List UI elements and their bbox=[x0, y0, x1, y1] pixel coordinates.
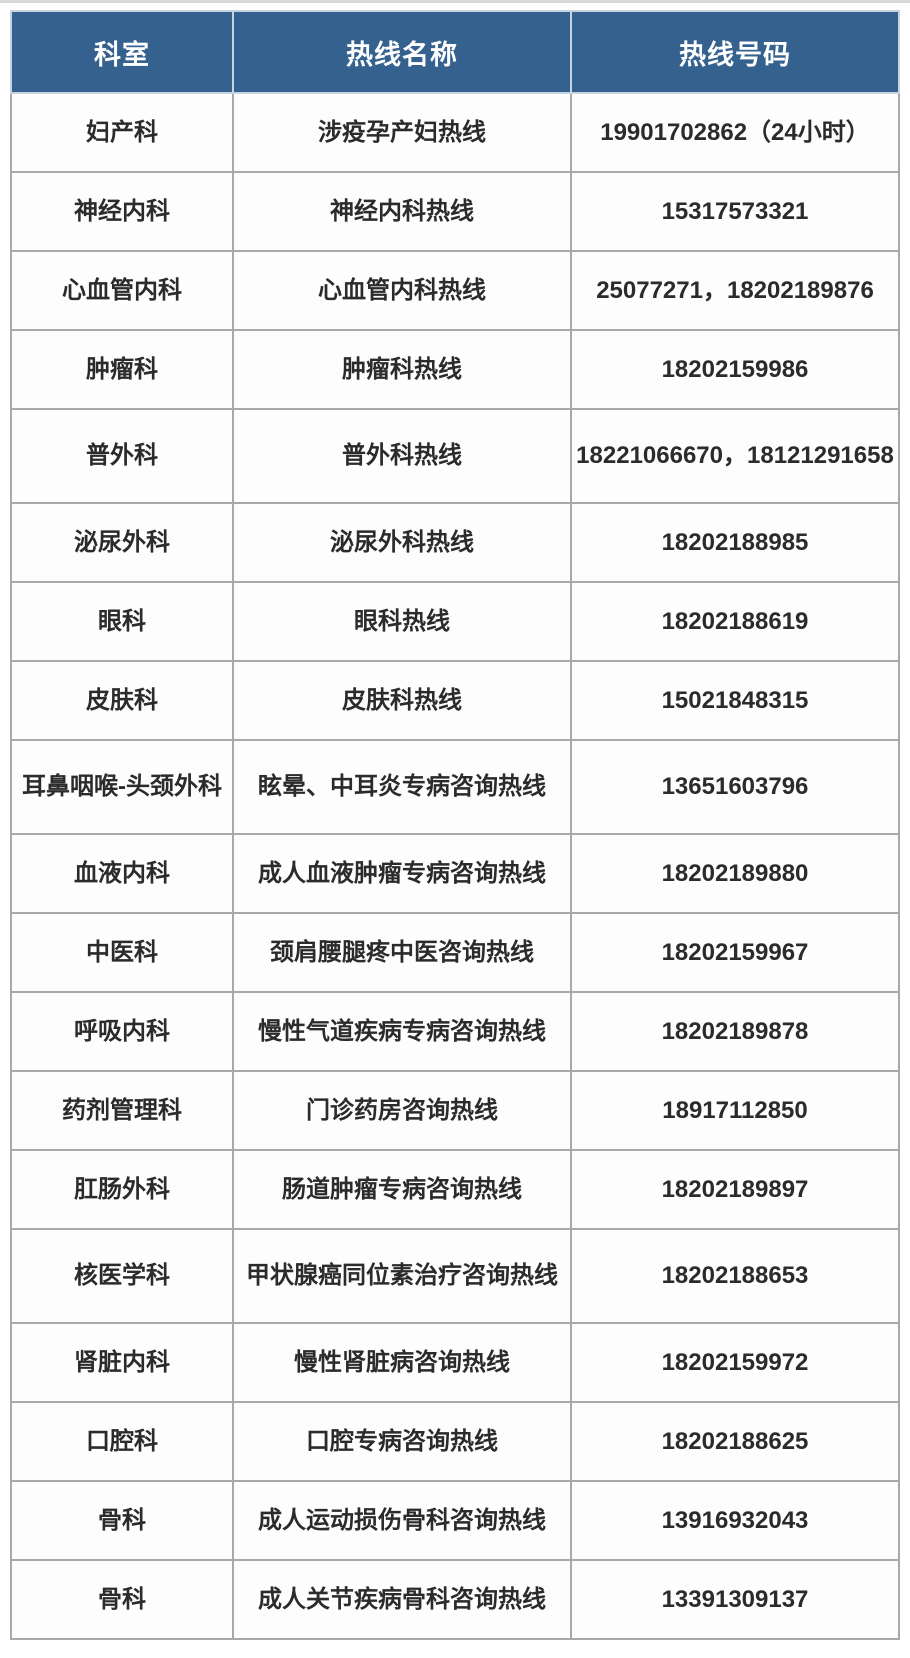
hotline-number-cell: 18221066670，18121291658 bbox=[570, 408, 900, 504]
table-row: 血液内科 成人血液肿瘤专病咨询热线 18202189880 bbox=[10, 833, 900, 914]
department-cell: 中医科 bbox=[10, 912, 234, 993]
header-row: 科室 热线名称 热线号码 bbox=[10, 10, 900, 94]
table-row: 普外科 普外科热线 18221066670，18121291658 bbox=[10, 408, 900, 504]
hotline-table: 科室 热线名称 热线号码 妇产科 涉疫孕产妇热线 19901702862（24小… bbox=[10, 10, 900, 1640]
department-cell: 皮肤科 bbox=[10, 660, 234, 741]
hotline-name-cell: 成人关节疾病骨科咨询热线 bbox=[232, 1559, 572, 1640]
department-cell: 骨科 bbox=[10, 1559, 234, 1640]
table-row: 心血管内科 心血管内科热线 25077271，18202189876 bbox=[10, 250, 900, 331]
hotline-number-cell: 18202189878 bbox=[570, 991, 900, 1072]
table-row: 泌尿外科 泌尿外科热线 18202188985 bbox=[10, 502, 900, 583]
page-top-divider bbox=[0, 0, 910, 3]
hotline-number-cell: 13916932043 bbox=[570, 1480, 900, 1561]
column-header-department: 科室 bbox=[10, 10, 234, 94]
hotline-name-cell: 成人运动损伤骨科咨询热线 bbox=[232, 1480, 572, 1561]
hotline-name-cell: 门诊药房咨询热线 bbox=[232, 1070, 572, 1151]
hotline-name-cell: 眩晕、中耳炎专病咨询热线 bbox=[232, 739, 572, 835]
hotline-number-cell: 18202188625 bbox=[570, 1401, 900, 1482]
hotline-number-cell: 18202159972 bbox=[570, 1322, 900, 1403]
department-cell: 肛肠外科 bbox=[10, 1149, 234, 1230]
hotline-name-cell: 甲状腺癌同位素治疗咨询热线 bbox=[232, 1228, 572, 1324]
hotline-number-cell: 19901702862（24小时） bbox=[570, 92, 900, 173]
table-row: 骨科 成人运动损伤骨科咨询热线 13916932043 bbox=[10, 1480, 900, 1561]
department-cell: 泌尿外科 bbox=[10, 502, 234, 583]
department-cell: 核医学科 bbox=[10, 1228, 234, 1324]
hotline-number-cell: 18202188985 bbox=[570, 502, 900, 583]
table-row: 肾脏内科 慢性肾脏病咨询热线 18202159972 bbox=[10, 1322, 900, 1403]
hotline-number-cell: 18202189897 bbox=[570, 1149, 900, 1230]
table-row: 中医科 颈肩腰腿疼中医咨询热线 18202159967 bbox=[10, 912, 900, 993]
column-header-hotline-name: 热线名称 bbox=[232, 10, 572, 94]
hotline-number-cell: 18917112850 bbox=[570, 1070, 900, 1151]
department-cell: 眼科 bbox=[10, 581, 234, 662]
hotline-number-cell: 13651603796 bbox=[570, 739, 900, 835]
department-cell: 呼吸内科 bbox=[10, 991, 234, 1072]
hotline-number-cell: 25077271，18202189876 bbox=[570, 250, 900, 331]
department-cell: 神经内科 bbox=[10, 171, 234, 252]
table-row: 核医学科 甲状腺癌同位素治疗咨询热线 18202188653 bbox=[10, 1228, 900, 1324]
table-row: 神经内科 神经内科热线 15317573321 bbox=[10, 171, 900, 252]
table-row: 妇产科 涉疫孕产妇热线 19901702862（24小时） bbox=[10, 92, 900, 173]
hotline-number-cell: 18202159967 bbox=[570, 912, 900, 993]
hotline-name-cell: 眼科热线 bbox=[232, 581, 572, 662]
department-cell: 妇产科 bbox=[10, 92, 234, 173]
hotline-name-cell: 皮肤科热线 bbox=[232, 660, 572, 741]
table-row: 药剂管理科 门诊药房咨询热线 18917112850 bbox=[10, 1070, 900, 1151]
table-row: 肛肠外科 肠道肿瘤专病咨询热线 18202189897 bbox=[10, 1149, 900, 1230]
hotline-name-cell: 慢性气道疾病专病咨询热线 bbox=[232, 991, 572, 1072]
hotline-name-cell: 泌尿外科热线 bbox=[232, 502, 572, 583]
department-cell: 骨科 bbox=[10, 1480, 234, 1561]
hotline-number-cell: 15317573321 bbox=[570, 171, 900, 252]
hotline-number-cell: 15021848315 bbox=[570, 660, 900, 741]
department-cell: 肿瘤科 bbox=[10, 329, 234, 410]
hotline-name-cell: 慢性肾脏病咨询热线 bbox=[232, 1322, 572, 1403]
hotline-name-cell: 成人血液肿瘤专病咨询热线 bbox=[232, 833, 572, 914]
hotline-name-cell: 心血管内科热线 bbox=[232, 250, 572, 331]
hotline-table-container: 科室 热线名称 热线号码 妇产科 涉疫孕产妇热线 19901702862（24小… bbox=[0, 3, 910, 1658]
table-row: 口腔科 口腔专病咨询热线 18202188625 bbox=[10, 1401, 900, 1482]
department-cell: 普外科 bbox=[10, 408, 234, 504]
table-row: 骨科 成人关节疾病骨科咨询热线 13391309137 bbox=[10, 1559, 900, 1640]
hotline-name-cell: 肠道肿瘤专病咨询热线 bbox=[232, 1149, 572, 1230]
department-cell: 耳鼻咽喉-头颈外科 bbox=[10, 739, 234, 835]
hotline-number-cell: 18202188653 bbox=[570, 1228, 900, 1324]
hotline-number-cell: 18202188619 bbox=[570, 581, 900, 662]
column-header-hotline-number: 热线号码 bbox=[570, 10, 900, 94]
hotline-number-cell: 18202159986 bbox=[570, 329, 900, 410]
hotline-name-cell: 涉疫孕产妇热线 bbox=[232, 92, 572, 173]
hotline-name-cell: 口腔专病咨询热线 bbox=[232, 1401, 572, 1482]
hotline-number-cell: 18202189880 bbox=[570, 833, 900, 914]
hotline-name-cell: 神经内科热线 bbox=[232, 171, 572, 252]
table-row: 呼吸内科 慢性气道疾病专病咨询热线 18202189878 bbox=[10, 991, 900, 1072]
department-cell: 心血管内科 bbox=[10, 250, 234, 331]
table-row: 眼科 眼科热线 18202188619 bbox=[10, 581, 900, 662]
hotline-name-cell: 普外科热线 bbox=[232, 408, 572, 504]
table-row: 耳鼻咽喉-头颈外科 眩晕、中耳炎专病咨询热线 13651603796 bbox=[10, 739, 900, 835]
hotline-name-cell: 颈肩腰腿疼中医咨询热线 bbox=[232, 912, 572, 993]
department-cell: 血液内科 bbox=[10, 833, 234, 914]
hotline-name-cell: 肿瘤科热线 bbox=[232, 329, 572, 410]
department-cell: 药剂管理科 bbox=[10, 1070, 234, 1151]
table-row: 肿瘤科 肿瘤科热线 18202159986 bbox=[10, 329, 900, 410]
table-row: 皮肤科 皮肤科热线 15021848315 bbox=[10, 660, 900, 741]
hotline-number-cell: 13391309137 bbox=[570, 1559, 900, 1640]
table-body: 妇产科 涉疫孕产妇热线 19901702862（24小时） 神经内科 神经内科热… bbox=[10, 92, 900, 1640]
department-cell: 口腔科 bbox=[10, 1401, 234, 1482]
table-header: 科室 热线名称 热线号码 bbox=[10, 10, 900, 94]
department-cell: 肾脏内科 bbox=[10, 1322, 234, 1403]
